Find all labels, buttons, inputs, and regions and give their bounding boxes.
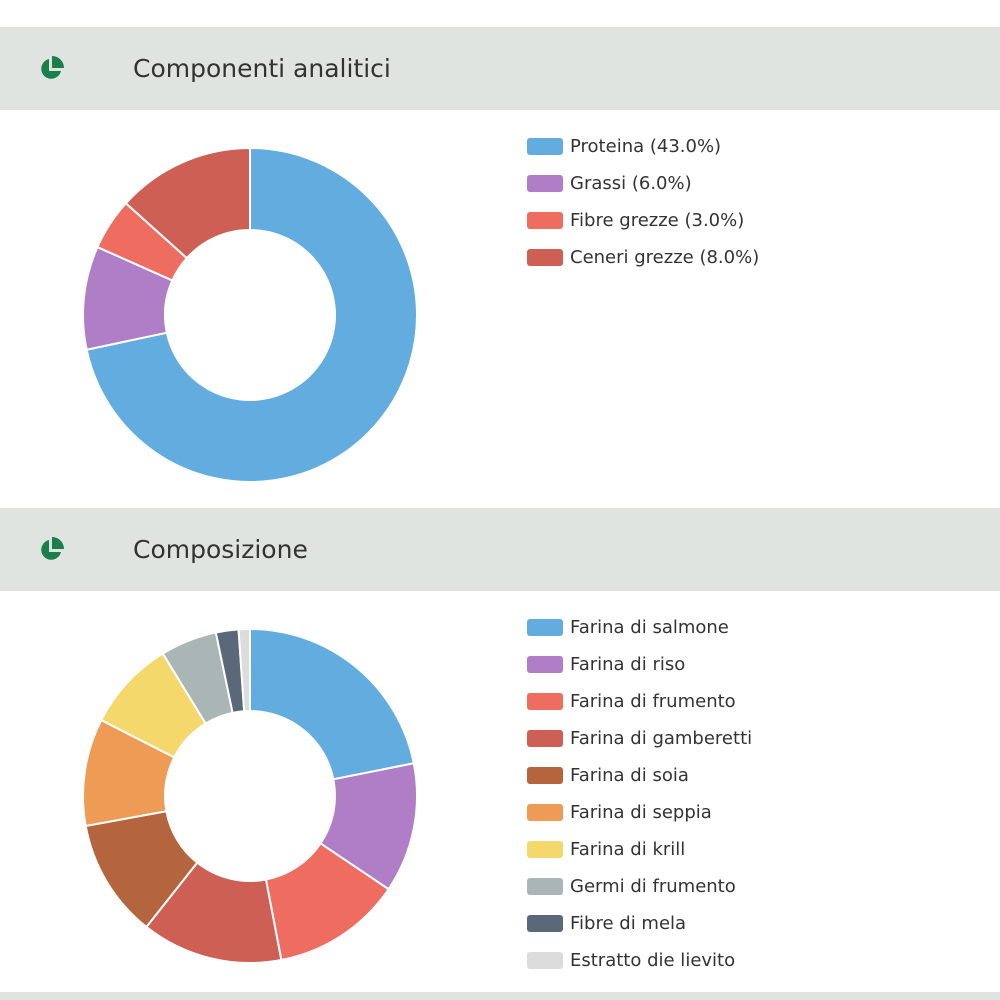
legend-swatch [527,249,563,266]
legend-item[interactable]: Farina di salmone [527,609,752,646]
section-header-analytical: Componenti analitici [0,27,1000,110]
legend-swatch [527,175,563,192]
legend-swatch [527,952,563,969]
legend-analytical: Proteina (43.0%) Grassi (6.0%) Fibre gre… [527,128,759,276]
section-title: Componenti analitici [133,54,391,83]
legend-label: Farina di gamberetti [570,728,753,749]
legend-composition: Farina di salmone Farina di riso Farina … [527,609,752,979]
legend-item[interactable]: Fibre di mela [527,905,752,942]
bottom-bar [0,992,1000,1000]
legend-swatch [527,878,563,895]
legend-item[interactable]: Estratto die lievito [527,942,752,979]
donut-slice[interactable] [85,146,418,483]
section-header-composition: Composizione [0,508,1000,591]
legend-label: Farina di krill [570,839,686,860]
legend-label: Farina di salmone [570,617,729,638]
legend-label: Fibre grezze (3.0%) [570,210,745,231]
legend-item[interactable]: Farina di soia [527,757,752,794]
donut-chart-composition [82,627,418,964]
legend-swatch [527,841,563,858]
legend-swatch [527,767,563,784]
legend-swatch [527,656,563,673]
legend-item[interactable]: Farina di frumento [527,683,752,720]
legend-label: Proteina (43.0%) [570,136,722,157]
legend-item[interactable]: Farina di krill [527,831,752,868]
legend-label: Farina di riso [570,654,686,675]
legend-swatch [527,619,563,636]
legend-item[interactable]: Grassi (6.0%) [527,165,759,202]
legend-swatch [527,915,563,932]
section-title: Composizione [133,535,308,564]
donut-slice[interactable] [124,146,251,260]
donut-chart-analytical [82,146,418,483]
legend-swatch [527,138,563,155]
legend-item[interactable]: Proteina (43.0%) [527,128,759,165]
legend-label: Grassi (6.0%) [570,173,692,194]
legend-label: Farina di soia [570,765,689,786]
legend-label: Estratto die lievito [570,950,736,971]
legend-label: Ceneri grezze (8.0%) [570,247,760,268]
legend-swatch [527,804,563,821]
legend-item[interactable]: Ceneri grezze (8.0%) [527,239,759,276]
legend-swatch [527,212,563,229]
legend-label: Fibre di mela [570,913,687,934]
legend-item[interactable]: Farina di seppia [527,794,752,831]
legend-label: Germi di frumento [570,876,736,897]
donut-slice[interactable] [237,627,251,713]
pie-chart-icon [41,537,64,560]
donut-slice[interactable] [249,627,415,781]
legend-swatch [527,730,563,747]
legend-item[interactable]: Germi di frumento [527,868,752,905]
legend-item[interactable]: Farina di riso [527,646,752,683]
pie-chart-icon [41,56,64,79]
legend-item[interactable]: Farina di gamberetti [527,720,752,757]
legend-label: Farina di seppia [570,802,712,823]
legend-swatch [527,693,563,710]
legend-item[interactable]: Fibre grezze (3.0%) [527,202,759,239]
legend-label: Farina di frumento [570,691,736,712]
